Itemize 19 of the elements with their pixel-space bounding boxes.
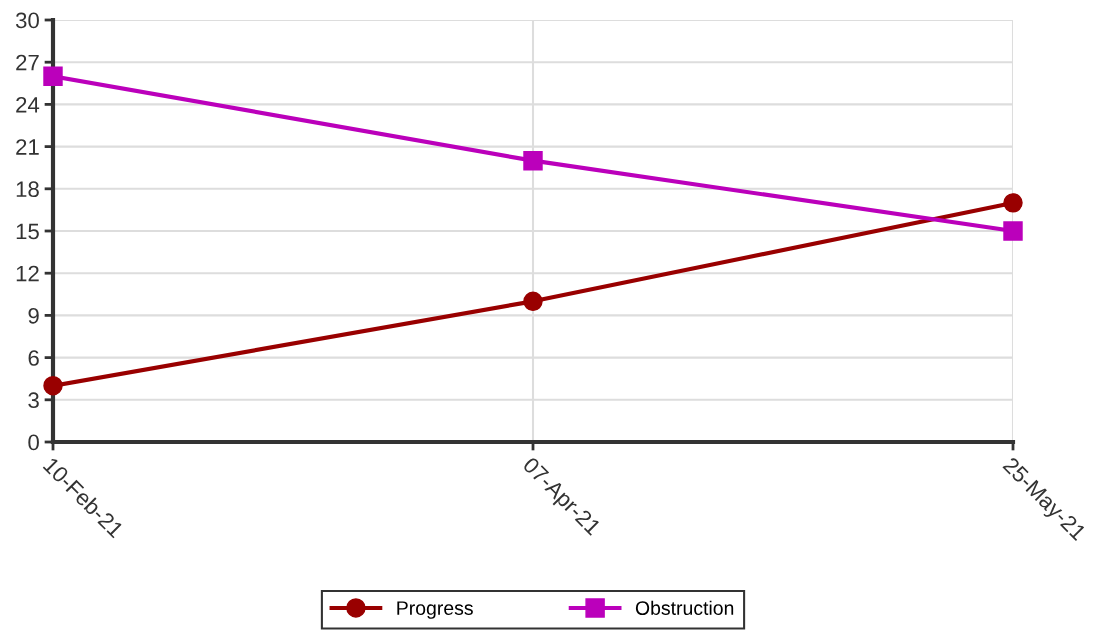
point <box>1003 221 1023 241</box>
point <box>43 66 63 86</box>
legend-label: Obstruction <box>635 600 734 615</box>
point <box>43 376 63 396</box>
point <box>1003 193 1023 213</box>
y-tick-label: 18 <box>16 181 39 198</box>
y-tick-label: 21 <box>16 139 39 155</box>
y-tick-label: 30 <box>15 12 39 29</box>
y-tick-label: 15 <box>16 223 39 240</box>
point <box>523 291 543 312</box>
y-tick-label: 6 <box>28 350 39 366</box>
legend-label: Progress <box>397 601 473 619</box>
y-tick-label: 0 <box>28 434 39 451</box>
y-tick-label: 3 <box>28 392 39 409</box>
y-tick-label: 24 <box>16 96 40 113</box>
point <box>523 150 543 171</box>
y-tick-label: 9 <box>28 307 39 324</box>
y-tick-label: 12 <box>16 265 39 282</box>
y-tick-label: 27 <box>16 54 39 71</box>
